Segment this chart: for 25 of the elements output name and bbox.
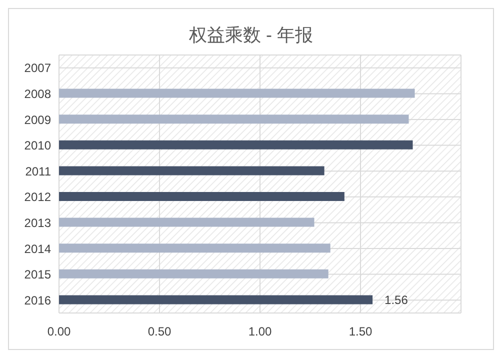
bar xyxy=(59,269,328,278)
y-tick-label: 2013 xyxy=(24,216,52,230)
y-tick-label: 2014 xyxy=(24,242,52,256)
bar xyxy=(59,140,413,150)
bar xyxy=(59,218,314,227)
chart-title: 权益乘数 - 年报 xyxy=(188,24,314,47)
bar xyxy=(59,244,330,253)
y-tick-label: 2009 xyxy=(24,112,52,127)
bar xyxy=(59,166,324,176)
x-tick-label: 1.00 xyxy=(248,324,272,339)
bar xyxy=(59,114,409,124)
bar xyxy=(59,88,415,98)
y-tick-label: 2007 xyxy=(24,61,52,76)
y-tick-label: 2011 xyxy=(25,164,52,178)
x-tick-label: 1.50 xyxy=(348,324,372,339)
bar xyxy=(59,192,344,201)
bar xyxy=(59,295,373,304)
x-tick-label: 0.50 xyxy=(148,324,172,339)
y-tick-label: 2010 xyxy=(24,138,52,153)
y-tick-label: 2015 xyxy=(24,268,52,282)
y-tick-label: 2012 xyxy=(24,190,52,204)
y-tick-label: 2016 xyxy=(24,293,52,308)
data-label: 1.56 xyxy=(384,292,408,307)
y-tick-label: 2008 xyxy=(24,86,52,101)
x-tick-label: 0.00 xyxy=(47,324,71,339)
